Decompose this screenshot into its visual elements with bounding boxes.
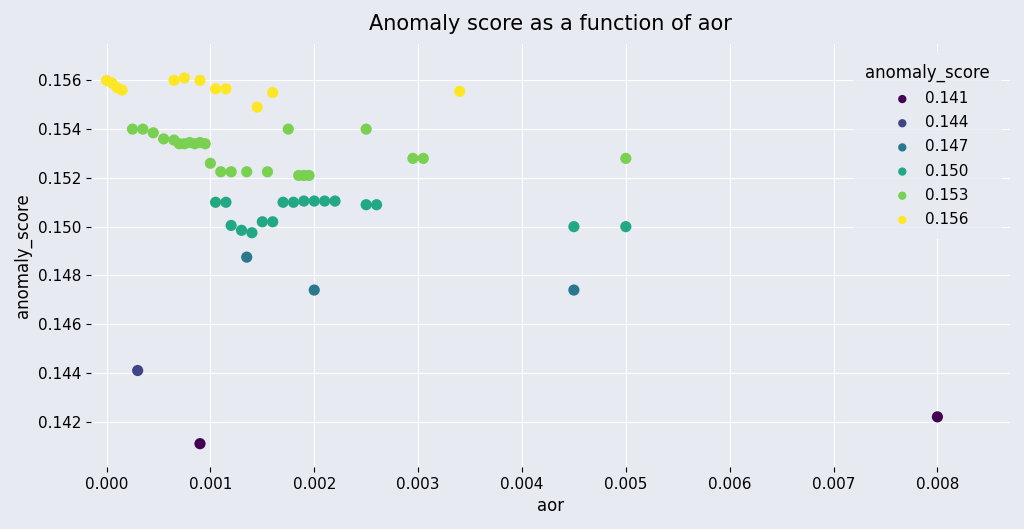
Point [213, 168, 229, 176]
Point [296, 171, 312, 180]
Point [156, 135, 172, 143]
Title: Anomaly score as a function of aor: Anomaly score as a function of aor [369, 14, 732, 34]
Point [259, 168, 275, 176]
Point [191, 76, 208, 85]
Point [301, 171, 317, 180]
Point [274, 198, 291, 206]
Legend: 0.141, 0.144, 0.147, 0.150, 0.153, 0.156: 0.141, 0.144, 0.147, 0.150, 0.153, 0.156 [853, 51, 1002, 239]
Point [114, 86, 130, 94]
Point [452, 87, 468, 96]
Point [264, 88, 281, 97]
Point [191, 138, 208, 147]
Point [176, 140, 193, 148]
Point [291, 171, 307, 180]
Y-axis label: anomaly_score: anomaly_score [14, 193, 32, 318]
Point [264, 217, 281, 226]
Point [404, 154, 421, 162]
Point [296, 197, 312, 205]
Point [208, 198, 224, 206]
Point [191, 440, 208, 448]
Point [929, 413, 945, 421]
Point [327, 197, 343, 205]
X-axis label: aor: aor [537, 497, 564, 515]
Point [208, 85, 224, 93]
Point [617, 222, 634, 231]
Point [166, 136, 182, 144]
Point [415, 154, 431, 162]
Point [124, 125, 140, 133]
Point [316, 197, 333, 205]
Point [306, 286, 323, 294]
Point [98, 76, 115, 85]
Point [218, 198, 234, 206]
Point [166, 76, 182, 85]
Point [565, 222, 582, 231]
Point [281, 125, 297, 133]
Point [202, 159, 218, 168]
Point [239, 168, 255, 176]
Point [145, 129, 162, 137]
Point [176, 74, 193, 82]
Point [286, 198, 302, 206]
Point [171, 140, 187, 148]
Point [218, 85, 234, 93]
Point [223, 221, 240, 230]
Point [233, 226, 250, 234]
Point [306, 197, 323, 205]
Point [103, 79, 120, 87]
Point [254, 217, 270, 226]
Point [109, 84, 125, 92]
Point [617, 154, 634, 162]
Point [249, 103, 265, 112]
Point [244, 229, 260, 237]
Point [369, 200, 385, 209]
Point [358, 200, 375, 209]
Point [358, 125, 375, 133]
Point [129, 366, 145, 375]
Point [565, 286, 582, 294]
Point [181, 138, 198, 147]
Point [223, 168, 240, 176]
Point [135, 125, 152, 133]
Point [239, 253, 255, 261]
Point [197, 140, 213, 148]
Point [186, 140, 203, 148]
